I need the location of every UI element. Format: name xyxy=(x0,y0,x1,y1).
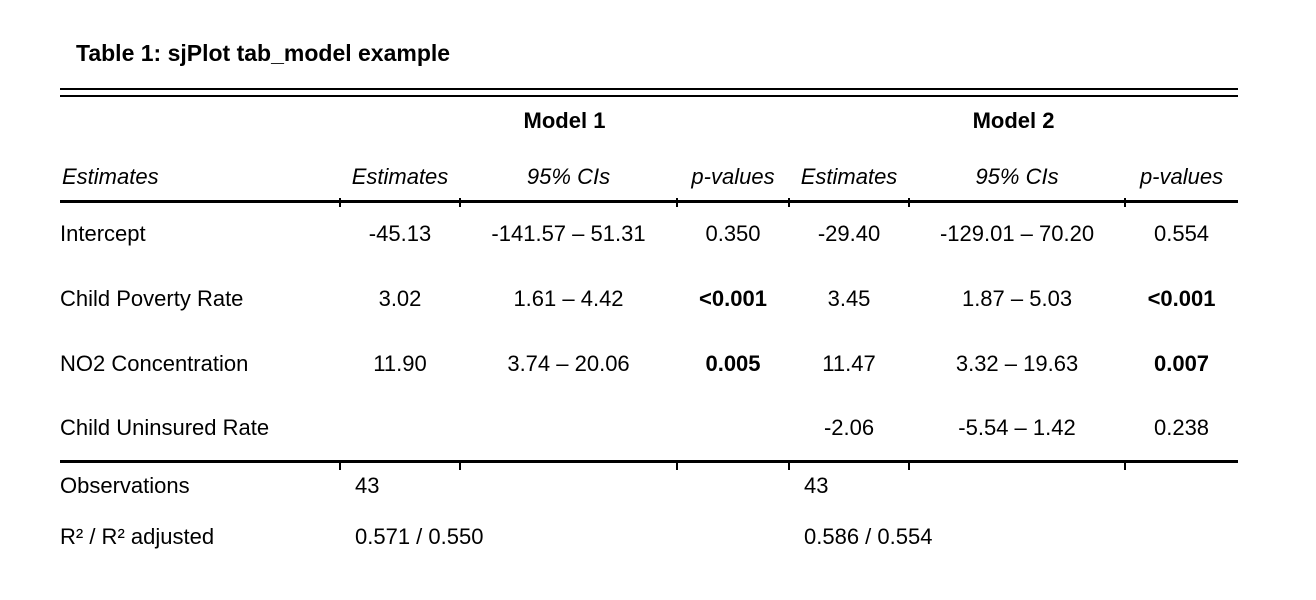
table-row-r-squared: R² / R² adjusted 0.571 / 0.550 0.586 / 0… xyxy=(60,510,1238,564)
m1-observations-value: 43 xyxy=(355,473,380,499)
column-header-m2-pvalues: p-values xyxy=(1139,163,1224,189)
row-label: Child Uninsured Rate xyxy=(60,414,270,440)
m2-estimate-cell: 11.47 xyxy=(822,350,876,376)
top-double-rule xyxy=(60,88,1238,97)
m2-estimate-cell: -29.40 xyxy=(817,221,881,247)
row-label: Child Poverty Rate xyxy=(60,285,244,311)
m1-r-squared-value: 0.571 / 0.550 xyxy=(355,524,484,549)
model2-header: Model 2 xyxy=(972,108,1055,133)
table-row-child-uninsured-rate: Child Uninsured Rate -2.06 -5.54 – 1.42 … xyxy=(60,396,1239,461)
m1-pvalue-cell: 0.350 xyxy=(705,221,761,247)
column-tick xyxy=(676,461,678,470)
m2-ci-cell: 3.32 – 19.63 xyxy=(955,350,1079,376)
m1-ci-cell xyxy=(460,396,677,461)
m2-estimate-cell: -2.06 xyxy=(823,414,875,440)
m1-pvalue-cell: 0.005 xyxy=(705,350,761,376)
m2-observations-value: 43 xyxy=(804,473,829,499)
regression-table: Model 1 Model 2 Estimates Estimates 95% … xyxy=(60,97,1239,564)
table-row-intercept: Intercept -45.13 -141.57 – 51.31 0.350 -… xyxy=(60,201,1238,266)
m1-estimate-cell: 11.90 xyxy=(373,350,427,376)
table-row-observations: Observations 43 43 xyxy=(60,461,1238,510)
m1-estimate-cell: -45.13 xyxy=(368,221,432,247)
m1-ci-cell: 3.74 – 20.06 xyxy=(507,350,630,376)
m2-pvalue-cell: <0.001 xyxy=(1147,285,1216,311)
column-header-row: Estimates Estimates 95% CIs p-values Est… xyxy=(60,145,1239,201)
table-caption: Table 1: sjPlot tab_model example xyxy=(76,40,451,66)
row-label: Intercept xyxy=(60,221,146,247)
m2-pvalue-cell: 0.238 xyxy=(1153,414,1210,440)
column-tick xyxy=(339,198,341,207)
m2-pvalue-cell: 0.554 xyxy=(1153,221,1210,247)
column-tick xyxy=(788,198,790,207)
m2-r-squared-value: 0.586 / 0.554 xyxy=(804,524,933,549)
model1-header: Model 1 xyxy=(523,108,606,133)
column-tick xyxy=(676,198,678,207)
column-header-label: Estimates xyxy=(62,163,159,189)
column-tick xyxy=(339,461,341,470)
row-label: NO2 Concentration xyxy=(60,350,249,376)
m2-estimate-cell: 3.45 xyxy=(827,285,871,311)
table-row-no2-concentration: NO2 Concentration 11.90 3.74 – 20.06 0.0… xyxy=(60,331,1238,396)
column-tick xyxy=(908,198,910,207)
m1-pvalue-cell: <0.001 xyxy=(699,285,767,311)
column-tick xyxy=(908,461,910,470)
column-header-m2-ci: 95% CIs xyxy=(975,163,1059,189)
column-tick xyxy=(1124,461,1126,470)
model-header-spacer xyxy=(60,97,340,145)
column-header-m1-ci: 95% CIs xyxy=(526,163,611,189)
m1-ci-cell: -141.57 – 51.31 xyxy=(491,221,646,247)
table-row-child-poverty-rate: Child Poverty Rate 3.02 1.61 – 4.42 <0.0… xyxy=(60,266,1238,331)
m2-ci-cell: -129.01 – 70.20 xyxy=(939,221,1095,247)
model-header-row: Model 1 Model 2 xyxy=(60,97,1238,145)
column-header-m1-pvalues: p-values xyxy=(691,163,775,189)
column-tick xyxy=(459,198,461,207)
m2-pvalue-cell: 0.007 xyxy=(1153,350,1210,376)
m1-estimate-cell: 3.02 xyxy=(378,285,422,311)
m2-ci-cell: -5.54 – 1.42 xyxy=(958,414,1076,440)
m1-estimate-cell xyxy=(340,396,460,461)
column-header-m2-estimates: Estimates xyxy=(800,163,898,189)
row-label: Observations xyxy=(60,473,190,499)
m1-ci-cell: 1.61 – 4.42 xyxy=(513,285,624,311)
column-tick xyxy=(1124,198,1126,207)
column-tick xyxy=(459,461,461,470)
row-label: R² / R² adjusted xyxy=(60,524,215,549)
m1-pvalue-cell xyxy=(677,396,789,461)
column-header-m1-estimates: Estimates xyxy=(351,163,449,189)
m2-ci-cell: 1.87 – 5.03 xyxy=(961,285,1073,311)
column-tick xyxy=(788,461,790,470)
